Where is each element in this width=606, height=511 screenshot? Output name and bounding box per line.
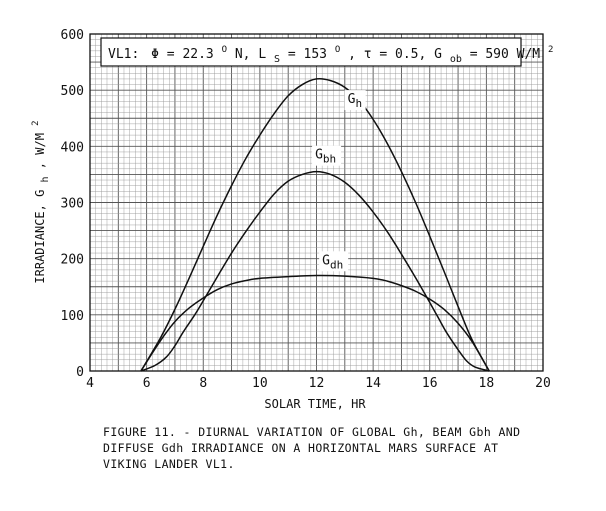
y-tick-label: 400	[61, 140, 84, 155]
x-tick-label: 12	[309, 376, 325, 391]
x-tick-label: 16	[422, 376, 438, 391]
x-tick-label: 20	[535, 376, 551, 391]
x-tick-label: 18	[479, 376, 495, 391]
series-labels: Gh Gbh Gdh	[312, 90, 366, 272]
grid	[89, 33, 544, 372]
series-gbh-label: Gbh	[315, 148, 336, 166]
x-tick-label: 8	[199, 376, 207, 391]
x-tick-label: 6	[143, 376, 151, 391]
series-gh-line	[140, 77, 490, 372]
series-gdh-line	[140, 274, 490, 372]
y-tick-label: 200	[61, 253, 84, 268]
y-axis-title: IRRADIANCE, G h , W/M 2	[31, 120, 51, 283]
series-gdh-label: Gdh	[322, 253, 343, 271]
series-gh-label: Gh	[348, 92, 362, 110]
series-label-background	[312, 145, 342, 166]
series-group	[140, 77, 490, 372]
figure-caption: FIGURE 11. - DIURNAL VARIATION OF GLOBAL…	[103, 425, 521, 471]
y-tick-label: 600	[61, 28, 84, 43]
x-tick-label: 4	[86, 376, 94, 391]
plot-frame	[89, 33, 544, 372]
y-tick-label: 100	[61, 309, 84, 324]
y-tick-label: 500	[61, 84, 84, 99]
series-gbh-line	[140, 170, 490, 372]
x-tick-label: 10	[252, 376, 268, 391]
series-label-background	[344, 90, 366, 111]
annotation-text: VL1: Φ = 22.3 O N, L S = 153 O , τ = 0.5…	[108, 41, 553, 66]
y-tick-label: 0	[76, 365, 84, 380]
series-label-background	[319, 251, 349, 272]
x-tick-label: 14	[365, 376, 381, 391]
y-tick-label: 300	[61, 197, 84, 212]
annotation-box	[100, 37, 522, 67]
x-axis-title: SOLAR TIME, HR	[264, 397, 366, 411]
